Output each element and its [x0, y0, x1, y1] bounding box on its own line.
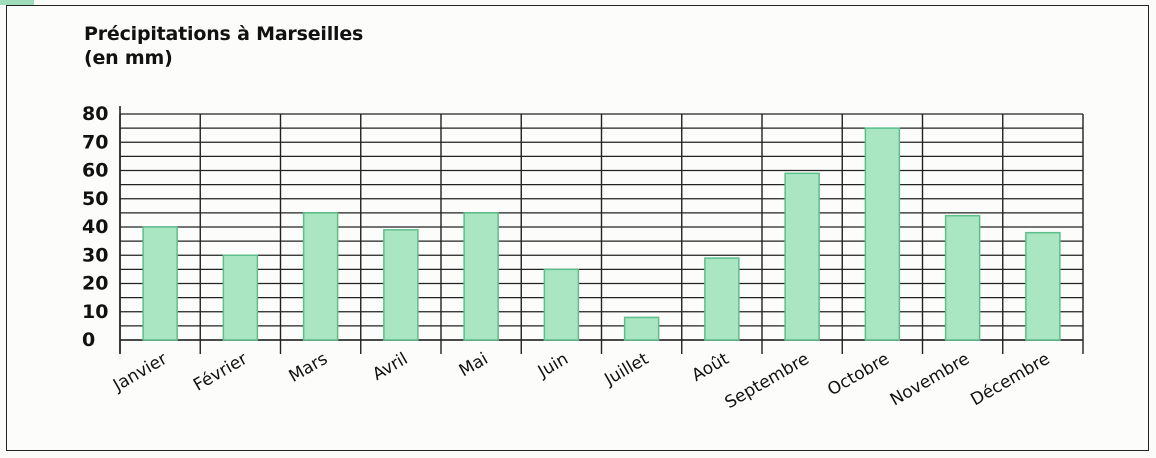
x-tick-label: Janvier [109, 349, 170, 396]
y-tick-label: 0 [82, 329, 95, 351]
x-tick-label: Décembre [967, 349, 1053, 410]
y-tick-label: 60 [82, 160, 108, 182]
x-tick-label: Septembre [722, 349, 813, 413]
bar [704, 257, 740, 341]
y-tick-label: 40 [82, 216, 108, 238]
bar [1025, 231, 1061, 341]
bar [302, 212, 339, 341]
y-tick-label: 80 [82, 103, 108, 125]
bar [784, 172, 820, 341]
y-tick-label: 70 [82, 131, 108, 153]
x-tick-label: Novembre [887, 349, 973, 410]
bar [142, 226, 178, 341]
x-tick-label: Août [688, 349, 732, 386]
x-tick-label: Juin [534, 349, 572, 382]
x-tick-label: Mars [286, 349, 332, 387]
y-tick-label: 10 [82, 301, 108, 323]
x-tick-label: Juillet [600, 349, 652, 391]
bar [864, 127, 901, 341]
bar [463, 212, 499, 341]
y-tick-label: 50 [82, 188, 108, 210]
bar [383, 229, 419, 341]
corner-tab-decoration [0, 0, 34, 5]
bar [222, 254, 259, 341]
x-tick-label: Février [190, 349, 251, 396]
y-tick-label: 20 [82, 273, 108, 295]
chart-title: Précipitations à Marseilles [84, 23, 364, 45]
x-tick-label: Mai [456, 349, 492, 381]
chart-subtitle: (en mm) [84, 47, 173, 69]
bar [543, 268, 580, 341]
x-tick-label: Avril [369, 349, 411, 385]
y-tick-label: 30 [82, 244, 108, 266]
chart-title-block: Précipitations à Marseilles (en mm) [84, 22, 363, 70]
bar [944, 214, 981, 341]
x-tick-label: Octobre [824, 349, 893, 400]
bar [623, 316, 660, 341]
